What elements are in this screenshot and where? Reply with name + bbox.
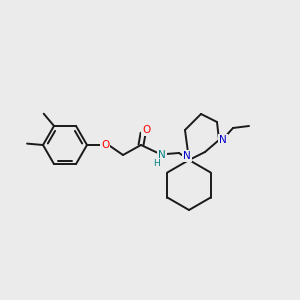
Text: N: N — [158, 150, 166, 160]
Text: O: O — [142, 125, 150, 135]
Text: N: N — [219, 135, 227, 145]
Text: N: N — [183, 151, 191, 161]
Text: H: H — [153, 158, 159, 167]
Text: O: O — [101, 140, 109, 150]
